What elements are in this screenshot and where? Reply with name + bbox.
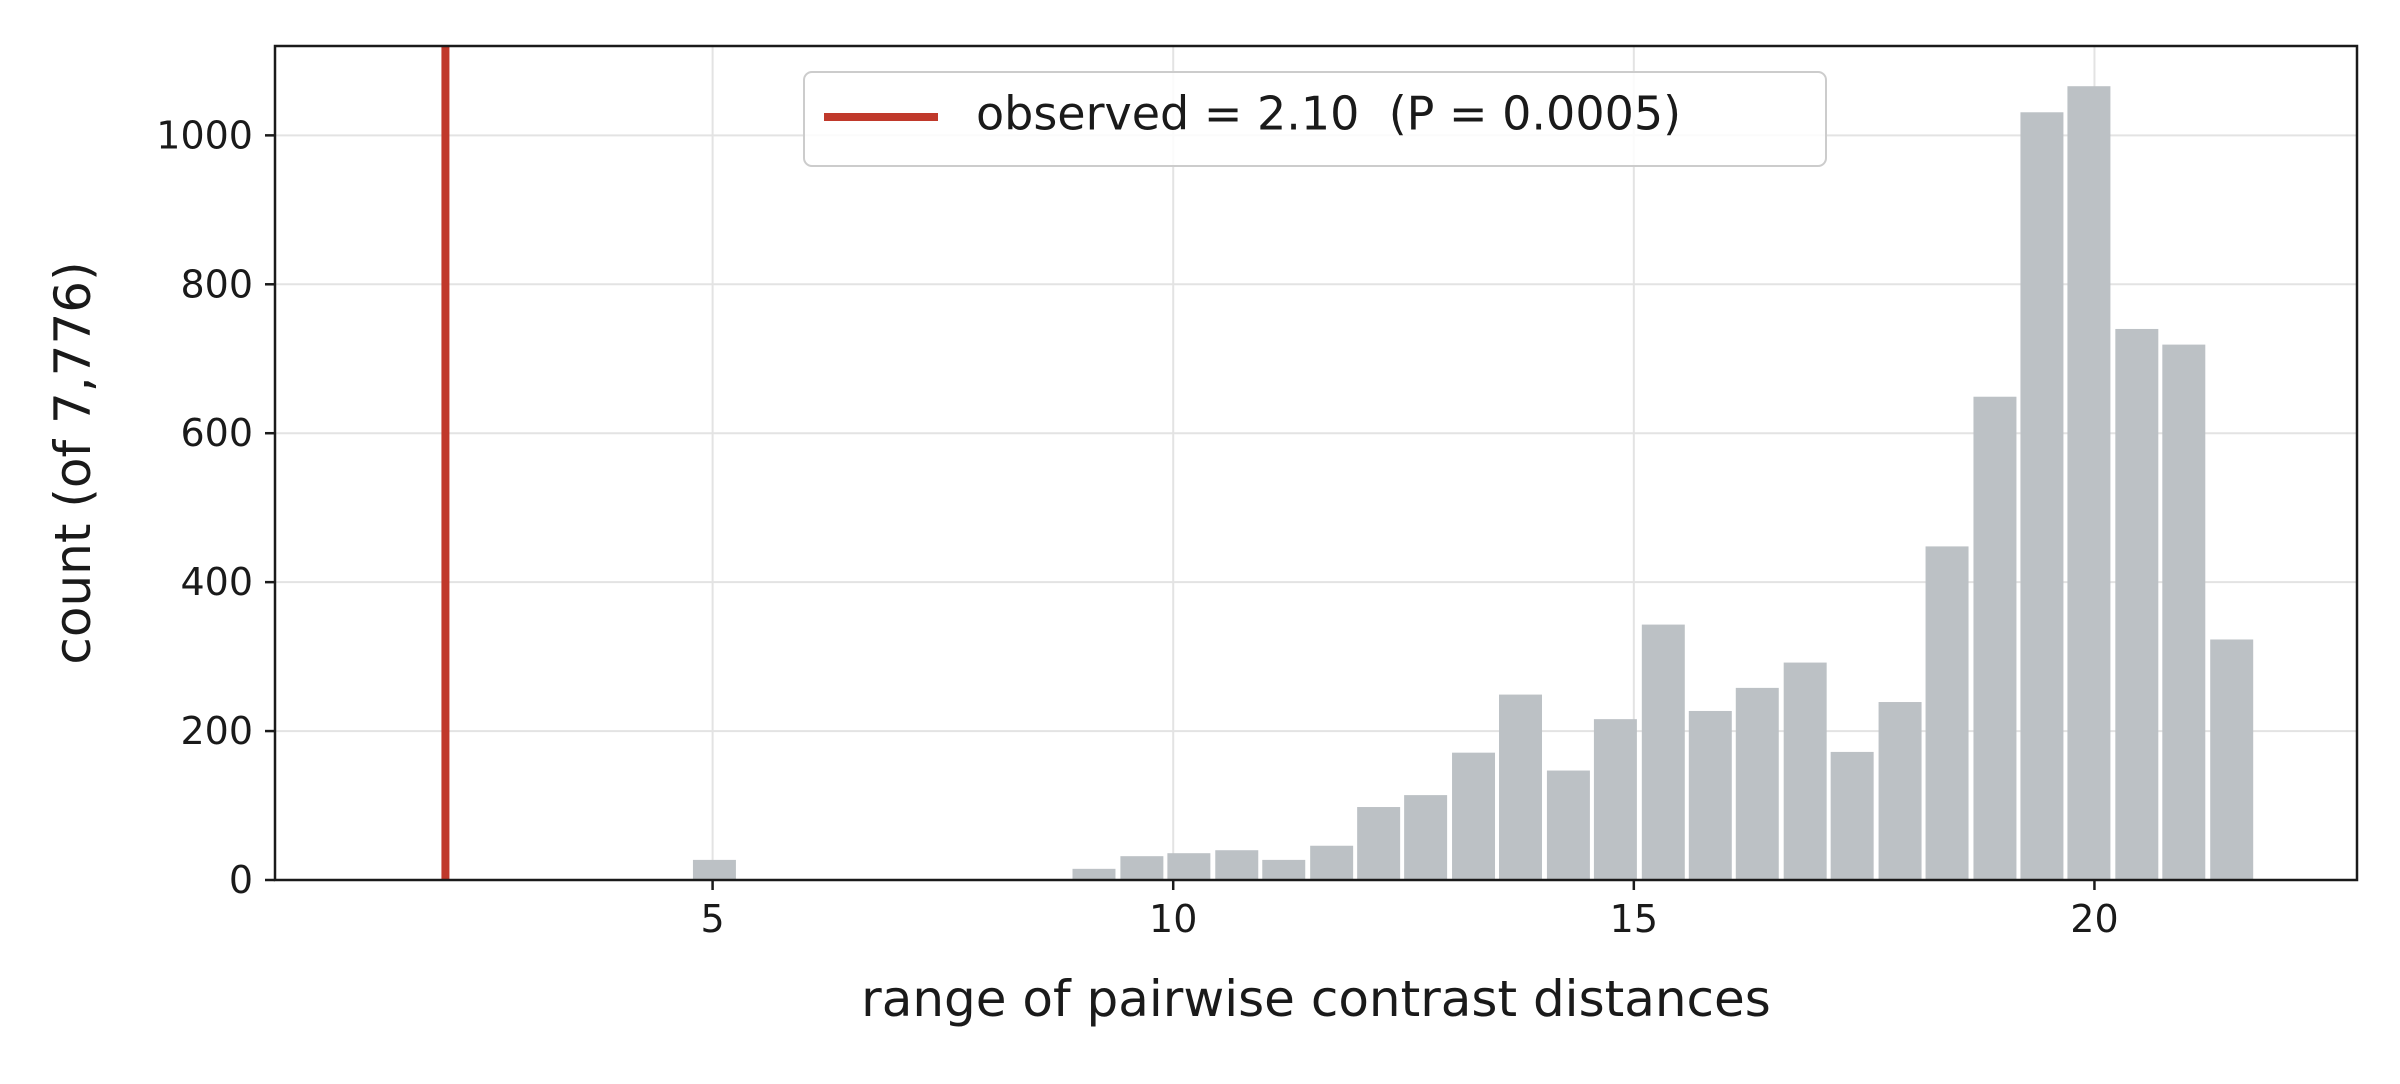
y-tick-label: 1000 <box>156 113 253 157</box>
y-axis-title: count (of 7,776) <box>44 261 102 664</box>
histogram-bar <box>1499 694 1543 880</box>
histogram-bar <box>2115 328 2159 880</box>
legend-label-observed: observed = 2.10 (P = 0.0005) <box>976 87 1681 141</box>
histogram-bar <box>2020 112 2064 881</box>
histogram-bar <box>1072 868 1116 880</box>
legend-box <box>803 71 1827 167</box>
y-tick-label: 600 <box>180 411 253 455</box>
histogram-bar <box>692 859 736 880</box>
y-tick-label: 200 <box>180 709 253 753</box>
histogram-bar <box>1120 856 1164 880</box>
histogram-bar <box>2067 86 2111 881</box>
y-tick-label: 400 <box>180 560 253 604</box>
histogram-bar <box>2210 639 2254 880</box>
histogram-bar <box>1878 702 1922 880</box>
x-tick-label: 10 <box>1149 897 1197 941</box>
histogram-bar <box>1357 807 1401 880</box>
histogram-bar <box>1452 752 1496 880</box>
y-tick-label: 800 <box>180 262 253 306</box>
x-tick-label: 5 <box>700 897 724 941</box>
histogram-bar <box>1546 770 1590 880</box>
histogram-bar <box>1973 396 2017 880</box>
x-tick-label: 20 <box>2070 897 2118 941</box>
histogram-bar <box>1830 751 1874 880</box>
histogram-bar <box>1310 845 1354 880</box>
histogram-bars <box>692 86 2254 881</box>
legend: observed = 2.10 (P = 0.0005) <box>803 71 1827 167</box>
x-axis-title: range of pairwise contrast distances <box>861 970 1771 1028</box>
histogram-bar <box>1735 687 1779 880</box>
histogram-bar <box>1167 853 1211 880</box>
x-tick-label: 15 <box>1610 897 1658 941</box>
histogram-bar <box>1593 719 1637 880</box>
plot-frame <box>273 44 2359 882</box>
histogram-bar <box>1262 859 1306 880</box>
histogram-bar <box>1404 795 1448 880</box>
histogram-bar <box>1215 850 1259 880</box>
y-tick-label: 0 <box>229 858 253 902</box>
histogram-bar <box>1925 546 1969 880</box>
histogram-bar <box>1641 624 1685 880</box>
histogram-bar <box>2162 344 2206 880</box>
histogram-bar <box>1688 710 1732 880</box>
histogram-bar <box>1783 662 1827 880</box>
